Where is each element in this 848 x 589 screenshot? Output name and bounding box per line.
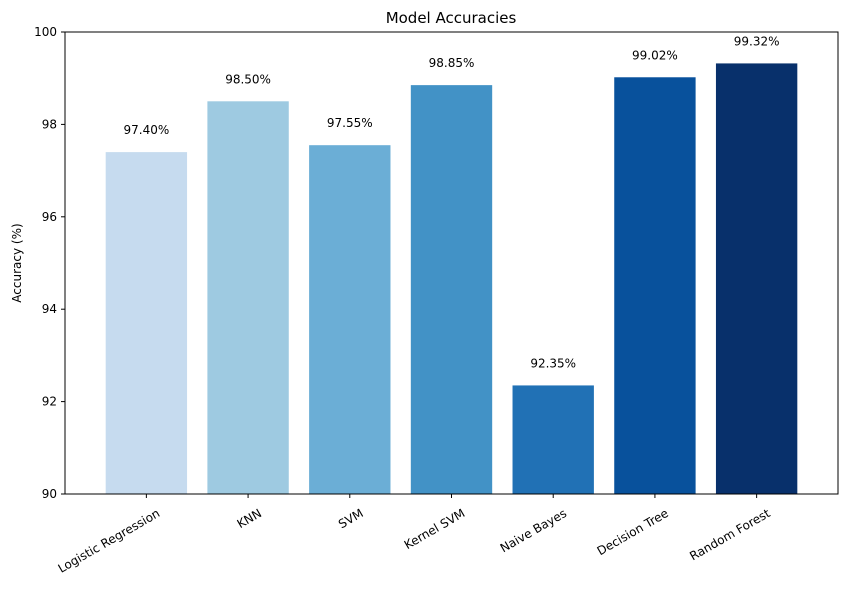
bar bbox=[309, 145, 391, 494]
plot-frame bbox=[64, 31, 839, 495]
y-axis: 90 92 94 96 98 100 bbox=[34, 25, 65, 501]
value-labels-group: 97.40% 98.50% 97.55% 98.85% 92.35% 99.02% 99.3… bbox=[123, 34, 779, 370]
bar-value-label: 98.85% bbox=[429, 56, 475, 70]
x-tick-label: Naive Bayes bbox=[498, 506, 569, 555]
x-tick-label: Kernel SVM bbox=[402, 506, 468, 552]
x-tick-label: Decision Tree bbox=[595, 506, 671, 558]
bar bbox=[614, 77, 696, 494]
bar bbox=[105, 152, 188, 494]
y-tick-label: 90 bbox=[42, 487, 57, 501]
y-tick-label: 100 bbox=[34, 25, 57, 39]
y-tick-label: 96 bbox=[42, 210, 57, 224]
bar-value-label: 97.55% bbox=[327, 116, 373, 130]
bar bbox=[715, 63, 798, 494]
bar-value-label: 97.40% bbox=[123, 123, 169, 137]
x-tick-label: KNN bbox=[235, 506, 264, 531]
x-axis: Logistic Regression KNN SVM Kernel SVM Naive… bbox=[56, 494, 773, 576]
bar-value-label: 99.02% bbox=[632, 48, 678, 62]
x-tick-label: Random Forest bbox=[687, 506, 772, 563]
x-tick-label: SVM bbox=[336, 506, 366, 531]
y-tick-label: 92 bbox=[42, 395, 57, 409]
y-tick-label: 98 bbox=[42, 117, 57, 131]
bar bbox=[207, 101, 289, 495]
x-tick-label: Logistic Regression bbox=[56, 506, 163, 576]
bar-value-label: 99.32% bbox=[734, 34, 780, 48]
bars-group bbox=[105, 63, 798, 495]
bar bbox=[410, 85, 493, 494]
bar-value-label: 92.35% bbox=[530, 356, 576, 370]
bar bbox=[512, 385, 594, 494]
chart-title: Model Accuracies bbox=[386, 9, 517, 27]
y-axis-label: Accuracy (%) bbox=[10, 223, 24, 302]
y-tick-label: 94 bbox=[42, 302, 57, 316]
bar-value-label: 98.50% bbox=[225, 72, 271, 86]
